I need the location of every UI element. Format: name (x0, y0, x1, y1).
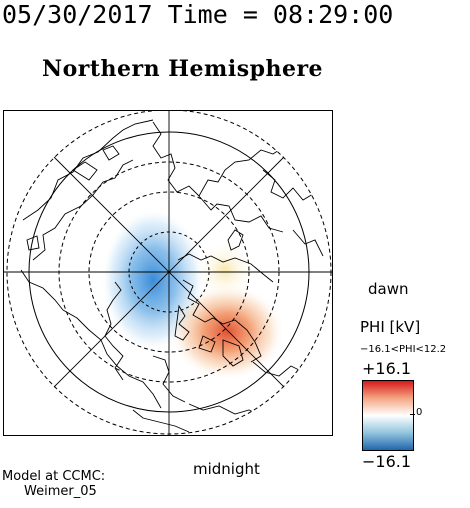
model-credit: Model at CCMC: Weimer_05 (2, 469, 105, 499)
weak-positive-cell (195, 240, 255, 300)
dawn-label: dawn (368, 280, 409, 298)
colorbar-zero-label: 0 (416, 407, 423, 418)
polar-map (3, 110, 333, 436)
colorbar-max-label: +16.1 (362, 359, 412, 378)
longitude-lines (3, 110, 333, 436)
credit-line-1: Model at CCMC: (2, 469, 106, 484)
plot-title: Northern Hemisphere (42, 56, 324, 82)
positive-potential-cell (169, 284, 285, 380)
colorbar-range: −16.1<PHI<12.2 (360, 344, 447, 355)
colorbar-min-label: −16.1 (362, 452, 412, 471)
colorbar-zero-tick (410, 414, 415, 415)
credit-line-2: Weimer_05 (24, 484, 97, 499)
colorbar-title: PHI [kV] (360, 318, 421, 336)
timestamp: 05/30/2017 Time = 08:29:00 (2, 0, 394, 29)
colorbar (362, 380, 414, 451)
potential-field (101, 208, 285, 380)
midnight-label: midnight (193, 460, 260, 478)
